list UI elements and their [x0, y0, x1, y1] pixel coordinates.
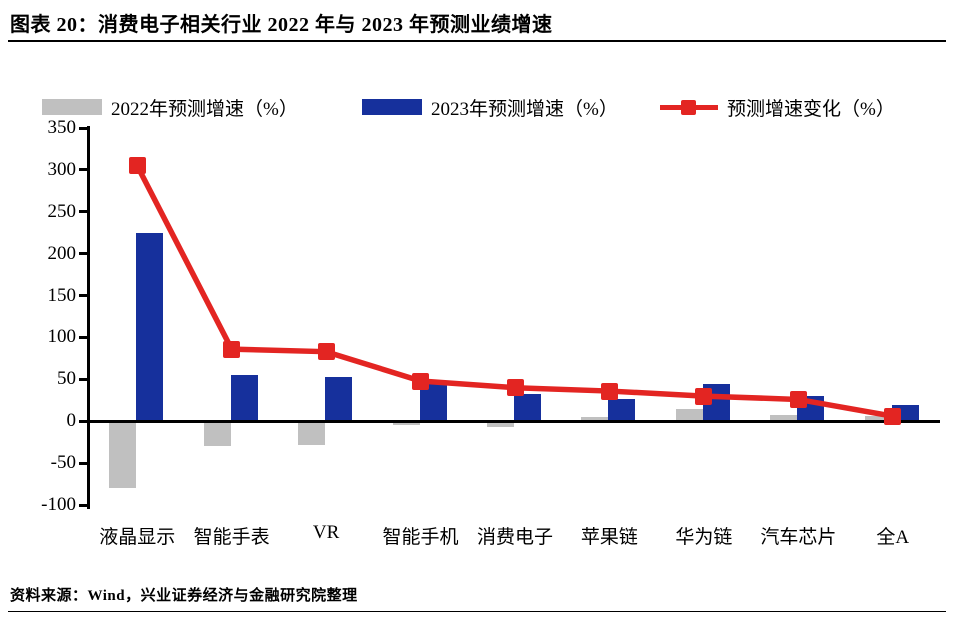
x-category-label: 消费电子	[476, 527, 553, 548]
legend-label-change: 预测增速变化（%）	[727, 98, 895, 120]
change-line-series	[134, 164, 894, 419]
legend-label-2022: 2022年预测增速（%）	[111, 98, 298, 120]
bottom-divider	[8, 611, 946, 612]
figure-title: 图表 20：消费电子相关行业 2022 年与 2023 年预测业绩增速	[10, 14, 553, 36]
y-axis-tick	[79, 294, 88, 298]
y-axis-tick	[79, 252, 88, 256]
x-category-label: 华为链	[675, 527, 733, 548]
bar-2022-消费电子	[487, 421, 514, 428]
bar-2023-智能手机	[419, 383, 447, 422]
legend-item-2022: 2022年预测增速（%）	[42, 96, 298, 120]
bar-2022-全A	[864, 416, 892, 422]
change-marker-苹果链	[600, 382, 618, 400]
title-divider	[8, 40, 946, 42]
legend-item-2023: 2023年预测增速（%）	[362, 96, 618, 120]
change-marker-智能手表	[223, 340, 241, 358]
legend-label-2023: 2023年预测增速（%）	[431, 98, 618, 120]
y-axis-tick	[79, 126, 88, 130]
change-marker-VR	[317, 343, 335, 361]
y-tick-label: 0	[66, 410, 77, 432]
x-category-label: 智能手表	[193, 527, 270, 548]
y-axis-tick	[79, 461, 88, 465]
x-category-label: 液晶显示	[99, 527, 176, 548]
y-axis-tick	[79, 168, 88, 172]
y-axis-tick	[79, 210, 88, 214]
source-note: 资料来源：Wind，兴业证券经济与金融研究院整理	[10, 588, 358, 604]
bar-2022-智能手表	[203, 421, 231, 447]
y-tick-label: 350	[47, 117, 77, 138]
bar-2022-苹果链	[581, 417, 609, 422]
y-axis-line	[87, 126, 90, 509]
change-marker-消费电子	[506, 379, 524, 397]
change-marker-全A	[884, 407, 902, 425]
x-category-label: 汽车芯片	[760, 527, 837, 548]
change-marker-智能手机	[412, 372, 430, 390]
y-tick-label: -100	[41, 494, 76, 515]
red-line-square-marker-icon	[660, 99, 718, 116]
change-marker-汽车芯片	[789, 390, 807, 408]
y-tick-label: -50	[50, 452, 76, 474]
y-tick-label: 200	[47, 242, 77, 264]
y-axis-tick	[79, 419, 88, 423]
bar-2022-液晶显示	[109, 421, 137, 489]
x-category-label: 苹果链	[580, 527, 638, 548]
legend-item-change: 预测增速变化（%）	[660, 96, 895, 120]
bar-2022-智能手机	[392, 421, 420, 426]
bar-2022-汽车芯片	[770, 414, 798, 422]
bar-2023-苹果链	[608, 399, 636, 422]
y-tick-label: 300	[47, 158, 77, 180]
x-category-label: 全A	[876, 527, 910, 548]
x-category-label: VR	[312, 522, 340, 543]
bar-2022-华为链	[675, 408, 703, 422]
gray-bar-swatch-icon	[42, 99, 102, 115]
y-tick-label: 250	[47, 200, 77, 222]
x-category-label: 智能手机	[382, 527, 459, 548]
navy-bar-swatch-icon	[362, 99, 422, 115]
y-tick-label: 100	[47, 326, 77, 348]
x-axis-zero-line	[87, 419, 940, 423]
y-axis-tick	[79, 377, 88, 381]
bar-2023-VR	[325, 376, 353, 422]
bar-2023-消费电子	[514, 394, 541, 422]
bar-2022-VR	[298, 421, 326, 445]
bar-2023-液晶显示	[136, 232, 164, 422]
change-marker-华为链	[695, 387, 713, 405]
y-tick-label: 150	[47, 284, 77, 306]
y-axis-tick	[79, 503, 88, 507]
y-tick-label: 50	[57, 368, 76, 390]
bar-2023-智能手表	[230, 375, 258, 422]
change-marker-液晶显示	[128, 157, 146, 175]
y-axis-tick	[79, 335, 88, 339]
